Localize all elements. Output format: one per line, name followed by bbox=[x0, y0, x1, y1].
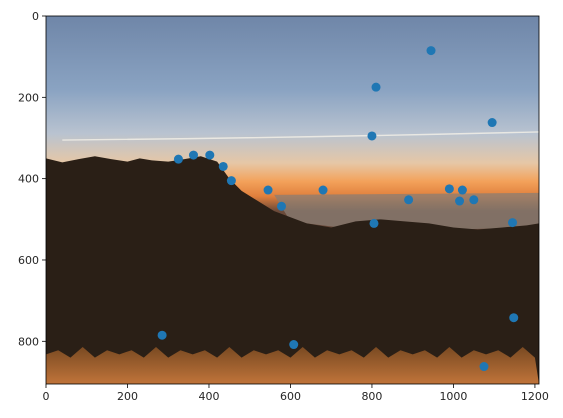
data-point bbox=[205, 150, 215, 160]
contrail bbox=[62, 131, 539, 141]
data-point bbox=[173, 154, 183, 164]
x-tick-label: 400 bbox=[198, 390, 219, 403]
x-tick-label: 0 bbox=[43, 390, 50, 403]
data-point bbox=[157, 330, 167, 340]
x-tick-label: 1000 bbox=[439, 390, 467, 403]
grass-foreground bbox=[46, 346, 539, 384]
points-layer bbox=[157, 46, 519, 372]
data-point bbox=[426, 46, 436, 56]
y-tick-label: 600 bbox=[18, 254, 39, 267]
x-tick-label: 600 bbox=[280, 390, 301, 403]
data-point bbox=[457, 185, 467, 195]
x-tick-label: 1200 bbox=[521, 390, 549, 403]
data-point bbox=[369, 218, 379, 228]
data-point bbox=[276, 201, 286, 211]
data-point bbox=[404, 195, 414, 205]
data-point bbox=[479, 362, 489, 372]
data-point bbox=[508, 218, 518, 228]
data-point bbox=[367, 131, 377, 141]
background-photo bbox=[46, 16, 539, 384]
data-point bbox=[487, 118, 497, 128]
data-point bbox=[469, 195, 479, 205]
data-point bbox=[289, 340, 299, 350]
data-point bbox=[263, 185, 273, 195]
data-point bbox=[455, 196, 465, 206]
axes: 0 200 400 600 800 1000 1200 0 200 400 600 800 bbox=[18, 10, 549, 403]
data-point bbox=[444, 184, 454, 194]
data-point bbox=[188, 150, 198, 160]
y-tick-label: 0 bbox=[32, 10, 39, 23]
data-point bbox=[218, 161, 228, 171]
y-tick-label: 200 bbox=[18, 91, 39, 104]
data-point bbox=[318, 185, 328, 195]
x-tick-label: 200 bbox=[117, 390, 138, 403]
tree-silhouette bbox=[46, 156, 539, 384]
y-tick-label: 800 bbox=[18, 335, 39, 348]
x-tick-label: 800 bbox=[361, 390, 382, 403]
data-point bbox=[371, 82, 381, 92]
data-point bbox=[509, 313, 519, 323]
axes-frame bbox=[45, 15, 540, 385]
y-tick-label: 400 bbox=[18, 173, 39, 186]
data-point bbox=[226, 176, 236, 186]
